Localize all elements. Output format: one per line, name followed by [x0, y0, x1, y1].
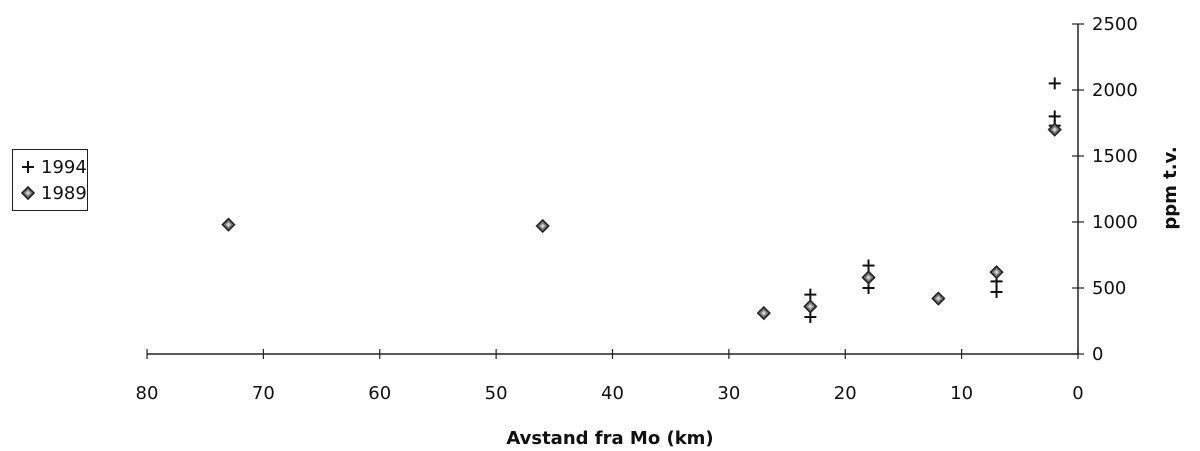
point-1989-5: [931, 291, 946, 306]
x-tick-label: 60: [368, 383, 391, 404]
x-tick-label: 70: [252, 383, 275, 404]
point-1989-7: [1047, 122, 1062, 137]
series-1989: [221, 122, 1062, 321]
point-1989-2: [756, 305, 771, 321]
y-axis: 0 500 1000 1500 2000 2500: [1072, 14, 1138, 365]
point-1994-5: [862, 259, 875, 272]
diamond-marker-icon: [19, 184, 37, 202]
x-tick-label: 40: [601, 383, 624, 404]
x-tick-label: 80: [136, 383, 159, 404]
legend: 1994 1989: [12, 149, 88, 211]
x-tick-label: 20: [834, 383, 857, 404]
series-1994: [804, 77, 1061, 324]
point-1989-4: [861, 270, 876, 285]
x-axis-title: Avstand fra Mo (km): [506, 428, 713, 449]
y-tick-label: 1500: [1092, 146, 1138, 167]
y-tick-label: 1000: [1092, 212, 1138, 233]
x-tick-label: 10: [950, 383, 973, 404]
plus-marker-icon: [19, 158, 37, 176]
y-tick-label: 0: [1092, 344, 1103, 365]
point-1994-0: [1048, 77, 1061, 90]
point-1994-3: [804, 288, 817, 301]
legend-item-1989: 1989: [19, 180, 87, 206]
legend-item-1994: 1994: [19, 154, 87, 180]
y-tick-label: 2000: [1092, 80, 1138, 101]
point-1989-0: [221, 217, 236, 232]
legend-label-1994: 1994: [41, 156, 87, 178]
data-points: [221, 77, 1062, 324]
point-1989-3: [803, 299, 818, 314]
point-1989-6: [989, 265, 1004, 280]
point-1989-1: [535, 218, 550, 234]
x-tick-label: 50: [485, 383, 508, 404]
y-axis-title: ppm t.v.: [1160, 146, 1181, 229]
y-tick-label: 500: [1092, 278, 1126, 299]
point-1994-8: [990, 285, 1003, 298]
x-tick-label: 30: [717, 383, 740, 404]
legend-label-1989: 1989: [41, 182, 87, 204]
y-tick-label: 2500: [1092, 14, 1138, 35]
x-tick-label: 0: [1072, 383, 1083, 404]
x-axis: 80 70 60 50 40 30 20 10 0: [136, 349, 1084, 404]
